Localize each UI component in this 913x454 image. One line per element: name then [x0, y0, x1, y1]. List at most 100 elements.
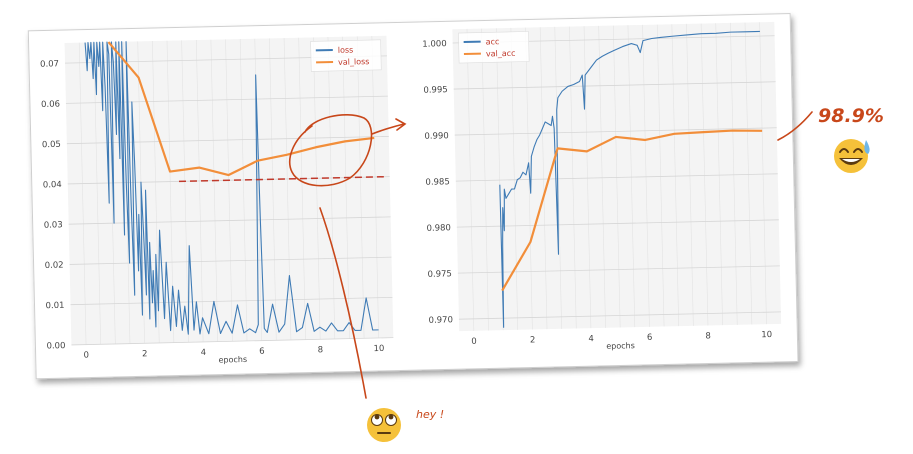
grid-line-x: [181, 40, 189, 343]
grid-line-x: [744, 22, 753, 325]
y-tick-label: 0.995: [423, 85, 448, 96]
accuracy-x-axis: 0 2 4 6 8 10: [471, 330, 772, 347]
grid-line-y: [68, 216, 391, 225]
grid-line-x: [313, 37, 321, 340]
hey-annotation: hey !: [416, 408, 444, 421]
grid-line-x: [195, 40, 204, 342]
series-line-loss: [84, 41, 379, 335]
legend-label: val_loss: [338, 57, 370, 67]
loss-legend: loss val_loss: [310, 39, 382, 72]
grid-line-x: [298, 37, 306, 340]
y-tick-label: 1.000: [422, 39, 447, 50]
y-tick-label: 0.970: [429, 315, 454, 326]
circle-highlight: [288, 114, 373, 187]
grid-line-x: [225, 39, 233, 342]
grid-line-y: [454, 127, 777, 136]
series-line-val-loss: [107, 41, 375, 177]
grid-line-x: [356, 36, 365, 339]
x-tick-label: 8: [705, 331, 711, 341]
y-tick-label: 0.06: [41, 100, 60, 110]
x-tick-label: 4: [588, 334, 594, 344]
grid-line-y: [71, 337, 394, 346]
accuracy-y-axis: 0.970 0.975 0.980 0.985 0.990 0.995 1.000: [422, 39, 453, 326]
legend-label: val_acc: [486, 49, 516, 59]
x-tick-label: 8: [318, 345, 324, 355]
loss-x-axis-label: epochs: [218, 355, 247, 365]
x-tick-label: 0: [83, 351, 89, 361]
grid-line-x: [93, 42, 101, 345]
hand-annotations: [288, 111, 813, 399]
y-tick-label: 0.980: [426, 223, 451, 234]
grid-line-y: [70, 296, 393, 306]
accuracy-annotation: 98.9%: [818, 105, 884, 127]
x-tick-label: 4: [201, 348, 207, 358]
y-tick-label: 0.990: [424, 131, 449, 142]
grid-line-x: [686, 23, 694, 326]
y-tick-label: 0.03: [44, 220, 63, 230]
y-tick-label: 0.01: [45, 301, 64, 311]
hey-pointer-line: [319, 207, 367, 399]
legend-label: acc: [486, 37, 500, 46]
loss-chart: 0.00 0.01 0.02 0.03 0.04 0.05 0.06 0.07 0 2 4 6 8 10…: [40, 35, 394, 365]
grid-line-x: [656, 24, 665, 327]
grid-line-x: [342, 36, 350, 339]
grid-line-x: [759, 22, 767, 325]
grid-line-x: [466, 28, 475, 331]
grid-line-x: [539, 27, 548, 330]
grid-line-y: [453, 81, 776, 90]
series-line-acc: [499, 30, 760, 328]
grid-line-x: [613, 25, 621, 328]
grid-line-y: [455, 173, 778, 182]
loss-y-axis: 0.00 0.01 0.02 0.03 0.04 0.05 0.06 0.07: [40, 59, 66, 351]
grid-line-x: [525, 27, 533, 330]
legend-box: [458, 31, 530, 64]
grid-line-x: [642, 24, 650, 327]
x-tick-label: 6: [647, 333, 653, 343]
grid-line-y: [458, 311, 781, 320]
grid-line-x: [715, 23, 723, 326]
grid-line-x: [283, 38, 292, 340]
loss-x-axis: 0 2 4 6 8 10: [83, 344, 384, 361]
y-tick-label: 0.975: [427, 269, 452, 280]
series-line-val-acc: [501, 129, 763, 292]
y-tick-label: 0.04: [43, 180, 62, 190]
x-tick-label: 2: [530, 335, 536, 345]
x-tick-label: 2: [142, 349, 148, 359]
grid-line-x: [78, 42, 87, 345]
y-tick-label: 0.00: [46, 341, 65, 351]
x-tick-label: 0: [471, 337, 477, 347]
grid-line-x: [371, 36, 380, 338]
x-tick-label: 6: [259, 347, 265, 357]
grid-line-x: [210, 39, 219, 342]
grid-line-x: [327, 37, 336, 339]
y-tick-label: 0.02: [45, 261, 64, 271]
grid-line-y: [66, 135, 389, 145]
grid-line-x: [269, 38, 277, 341]
grid-line-x: [700, 23, 709, 326]
x-tick-label: 10: [761, 330, 772, 340]
legend-label: loss: [338, 45, 354, 54]
grinning-sweat-emoji: [834, 139, 870, 173]
grid-line-x: [730, 22, 738, 325]
grid-line-x: [481, 28, 489, 331]
grid-line-x: [239, 39, 248, 341]
figure-paper: 0.00 0.01 0.02 0.03 0.04 0.05 0.06 0.07 0 2 4 6 8 10…: [27, 13, 799, 380]
arrow-to-acc-chart: [371, 123, 405, 135]
arrow-head: [395, 118, 407, 131]
accuracy-chart: 0.970 0.975 0.980 0.985 0.990 0.995 1.000 0 2 4 6…: [422, 21, 782, 351]
grid-line-y: [456, 219, 779, 228]
grid-line-x: [554, 26, 562, 329]
y-tick-label: 0.985: [425, 177, 450, 188]
loss-series-layer: [84, 41, 379, 335]
grid-line-x: [627, 25, 636, 328]
accuracy-series-layer: [499, 30, 763, 328]
legend-box: [310, 39, 382, 72]
grid-line-x: [510, 27, 519, 330]
eye-roll-emoji: [367, 408, 401, 442]
accuracy-note-line: [777, 111, 813, 141]
accuracy-legend: acc val_acc: [458, 31, 530, 64]
y-tick-label: 0.05: [42, 140, 61, 150]
accuracy-x-axis-label: epochs: [606, 341, 635, 351]
grid-line-y: [457, 265, 780, 274]
